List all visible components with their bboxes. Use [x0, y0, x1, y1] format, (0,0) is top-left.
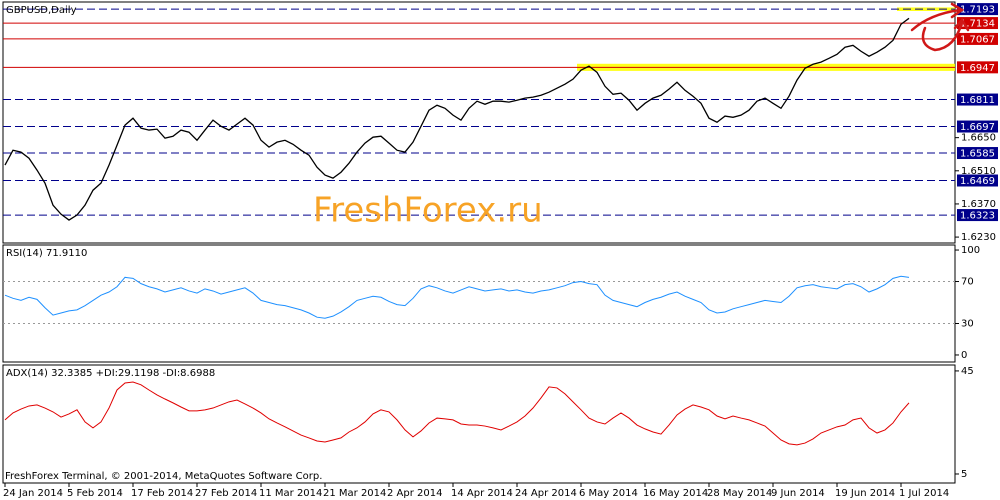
level-label: 1.6697: [960, 122, 995, 133]
panel-frame: [2, 244, 956, 363]
level-label: 1.6811: [960, 95, 995, 106]
x-tick-label: 16 May 2014: [643, 488, 708, 499]
x-tick-label: 1 Jul 2014: [899, 488, 949, 499]
y-tick-label: 100: [961, 245, 980, 256]
x-tick-label: 19 Jun 2014: [835, 488, 895, 499]
series-line: [4, 17, 910, 221]
level-label-box: [957, 61, 998, 74]
x-tick-label: 11 Mar 2014: [259, 488, 322, 499]
level-label: 1.7134: [960, 19, 995, 30]
level-label: 1.6585: [960, 149, 995, 160]
panel-frame: [2, 1, 956, 244]
x-tick-label: 5 Feb 2014: [67, 488, 123, 499]
arrow-head: [950, 2, 965, 19]
level-label: 1.6323: [960, 211, 995, 222]
y-tick-label: 1.6510: [961, 166, 996, 177]
level-label-box: [957, 209, 998, 222]
series-line: [4, 381, 910, 446]
x-tick-label: 24 Jan 2014: [3, 488, 63, 499]
y-tick-label: 0: [961, 350, 967, 361]
x-tick-label: 27 Feb 2014: [195, 488, 257, 499]
level-label: 1.6469: [960, 176, 995, 187]
panel-frame: [2, 364, 956, 484]
y-tick-label: 45: [961, 366, 974, 377]
level-label-box: [957, 17, 998, 30]
arrow-curve: [921, 20, 964, 52]
y-tick-label: 1.6370: [961, 199, 996, 210]
series-line: [4, 275, 910, 319]
hand-arrows: [910, 2, 970, 52]
highlight-band: [897, 7, 955, 11]
arrow-up: [910, 8, 962, 32]
level-label-box: [957, 174, 998, 187]
panel-title: ADX(14) 32.3385 +DI:29.1198 -DI:8.6988: [6, 368, 215, 379]
level-label-box: [957, 3, 998, 16]
arrow-head-2: [953, 17, 970, 32]
y-tick-label: 5: [961, 469, 967, 480]
x-tick-label: 21 Mar 2014: [323, 488, 386, 499]
x-tick-label: 24 Apr 2014: [515, 488, 577, 499]
y-tick-label: 1.6230: [961, 232, 996, 243]
x-tick-label: 2 Apr 2014: [387, 488, 442, 499]
level-label: 1.6947: [960, 63, 995, 74]
panel-title: RSI(14) 71.9110: [6, 248, 87, 259]
footer: FreshForex Terminal, © 2001-2014, MetaQu…: [5, 471, 322, 482]
y-tick-label: 70: [961, 277, 974, 288]
x-tick-label: 14 Apr 2014: [451, 488, 513, 499]
x-tick-label: 17 Feb 2014: [131, 488, 193, 499]
watermark: FreshForex.ru: [313, 191, 543, 231]
x-tick-label: 9 Jun 2014: [771, 488, 825, 499]
y-tick-label: 30: [961, 318, 974, 329]
x-tick-label: 28 May 2014: [707, 488, 772, 499]
x-tick-label: 6 May 2014: [579, 488, 638, 499]
panel-title: GBPUSD,Daily: [6, 5, 77, 16]
level-label: 1.7067: [960, 34, 995, 45]
y-tick-label: 1.6650: [961, 133, 996, 144]
level-label-box: [957, 93, 998, 106]
level-label-box: [957, 147, 998, 160]
level-label-box: [957, 120, 998, 133]
level-label-box: [957, 32, 998, 45]
level-label: 1.7193: [960, 5, 995, 16]
